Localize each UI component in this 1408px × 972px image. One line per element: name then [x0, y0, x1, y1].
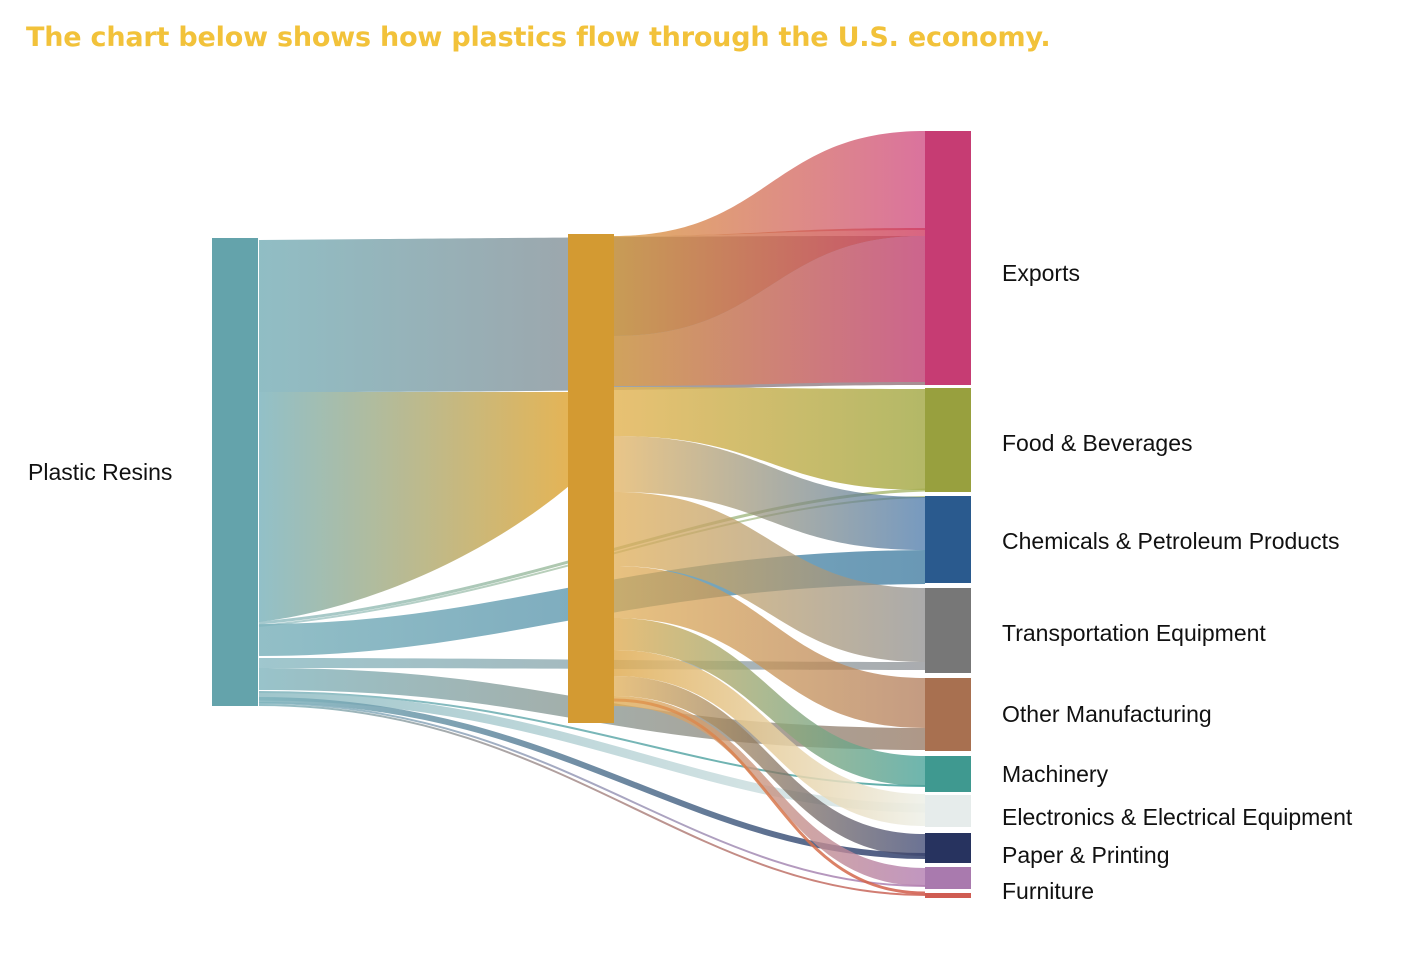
link-processing-transport: [614, 492, 925, 662]
node-plastic-resins: [212, 238, 258, 706]
destination-label-3: Transportation Equipment: [1002, 620, 1266, 646]
link-resins-other-red: [258, 704, 926, 896]
destination-label-5: Machinery: [1002, 761, 1109, 787]
node-destination-9: [925, 893, 971, 898]
link-processing-machinery: [614, 618, 925, 786]
node-processing: [568, 234, 614, 723]
destination-label-1: Food & Beverages: [1002, 430, 1193, 456]
node-destination-3: [925, 588, 971, 673]
link-resins-furniture: [258, 702, 926, 887]
node-destination-7: [925, 833, 971, 863]
node-destination-6: [925, 795, 971, 827]
link-processing-food: [614, 387, 925, 490]
link-processing-furniture: [614, 696, 925, 886]
node-destination-8: [925, 867, 971, 889]
link-processing-paper: [614, 676, 925, 856]
node-destination-5: [925, 756, 971, 792]
destination-label-7: Paper & Printing: [1002, 842, 1169, 868]
source-label: Plastic Resins: [28, 459, 172, 485]
link-processing-exports-top: [614, 131, 925, 236]
destination-label-6: Electronics & Electrical Equipment: [1002, 804, 1353, 830]
sankey-nodes: [212, 131, 971, 898]
link-processing-electronics: [614, 650, 925, 826]
link-processing-other-red: [613, 698, 926, 895]
link-processing-exports-a: [614, 228, 925, 336]
destination-label-0: Exports: [1002, 260, 1080, 286]
node-destination-1: [925, 388, 971, 492]
node-destination-4: [925, 678, 971, 751]
link-resins-processing: [259, 392, 569, 622]
node-destination-2: [925, 496, 971, 583]
node-destination-0: [925, 131, 971, 385]
destination-label-4: Other Manufacturing: [1002, 701, 1212, 727]
page-title: The chart below shows how plastics flow …: [26, 22, 1051, 53]
link-processing-chemicals: [614, 436, 925, 550]
sankey-links: [258, 131, 926, 896]
destination-label-2: Chemicals & Petroleum Products: [1002, 528, 1339, 554]
destination-label-8: Furniture: [1002, 878, 1094, 904]
link-processing-other: [614, 566, 925, 728]
link-processing-exports-b: [614, 236, 925, 386]
